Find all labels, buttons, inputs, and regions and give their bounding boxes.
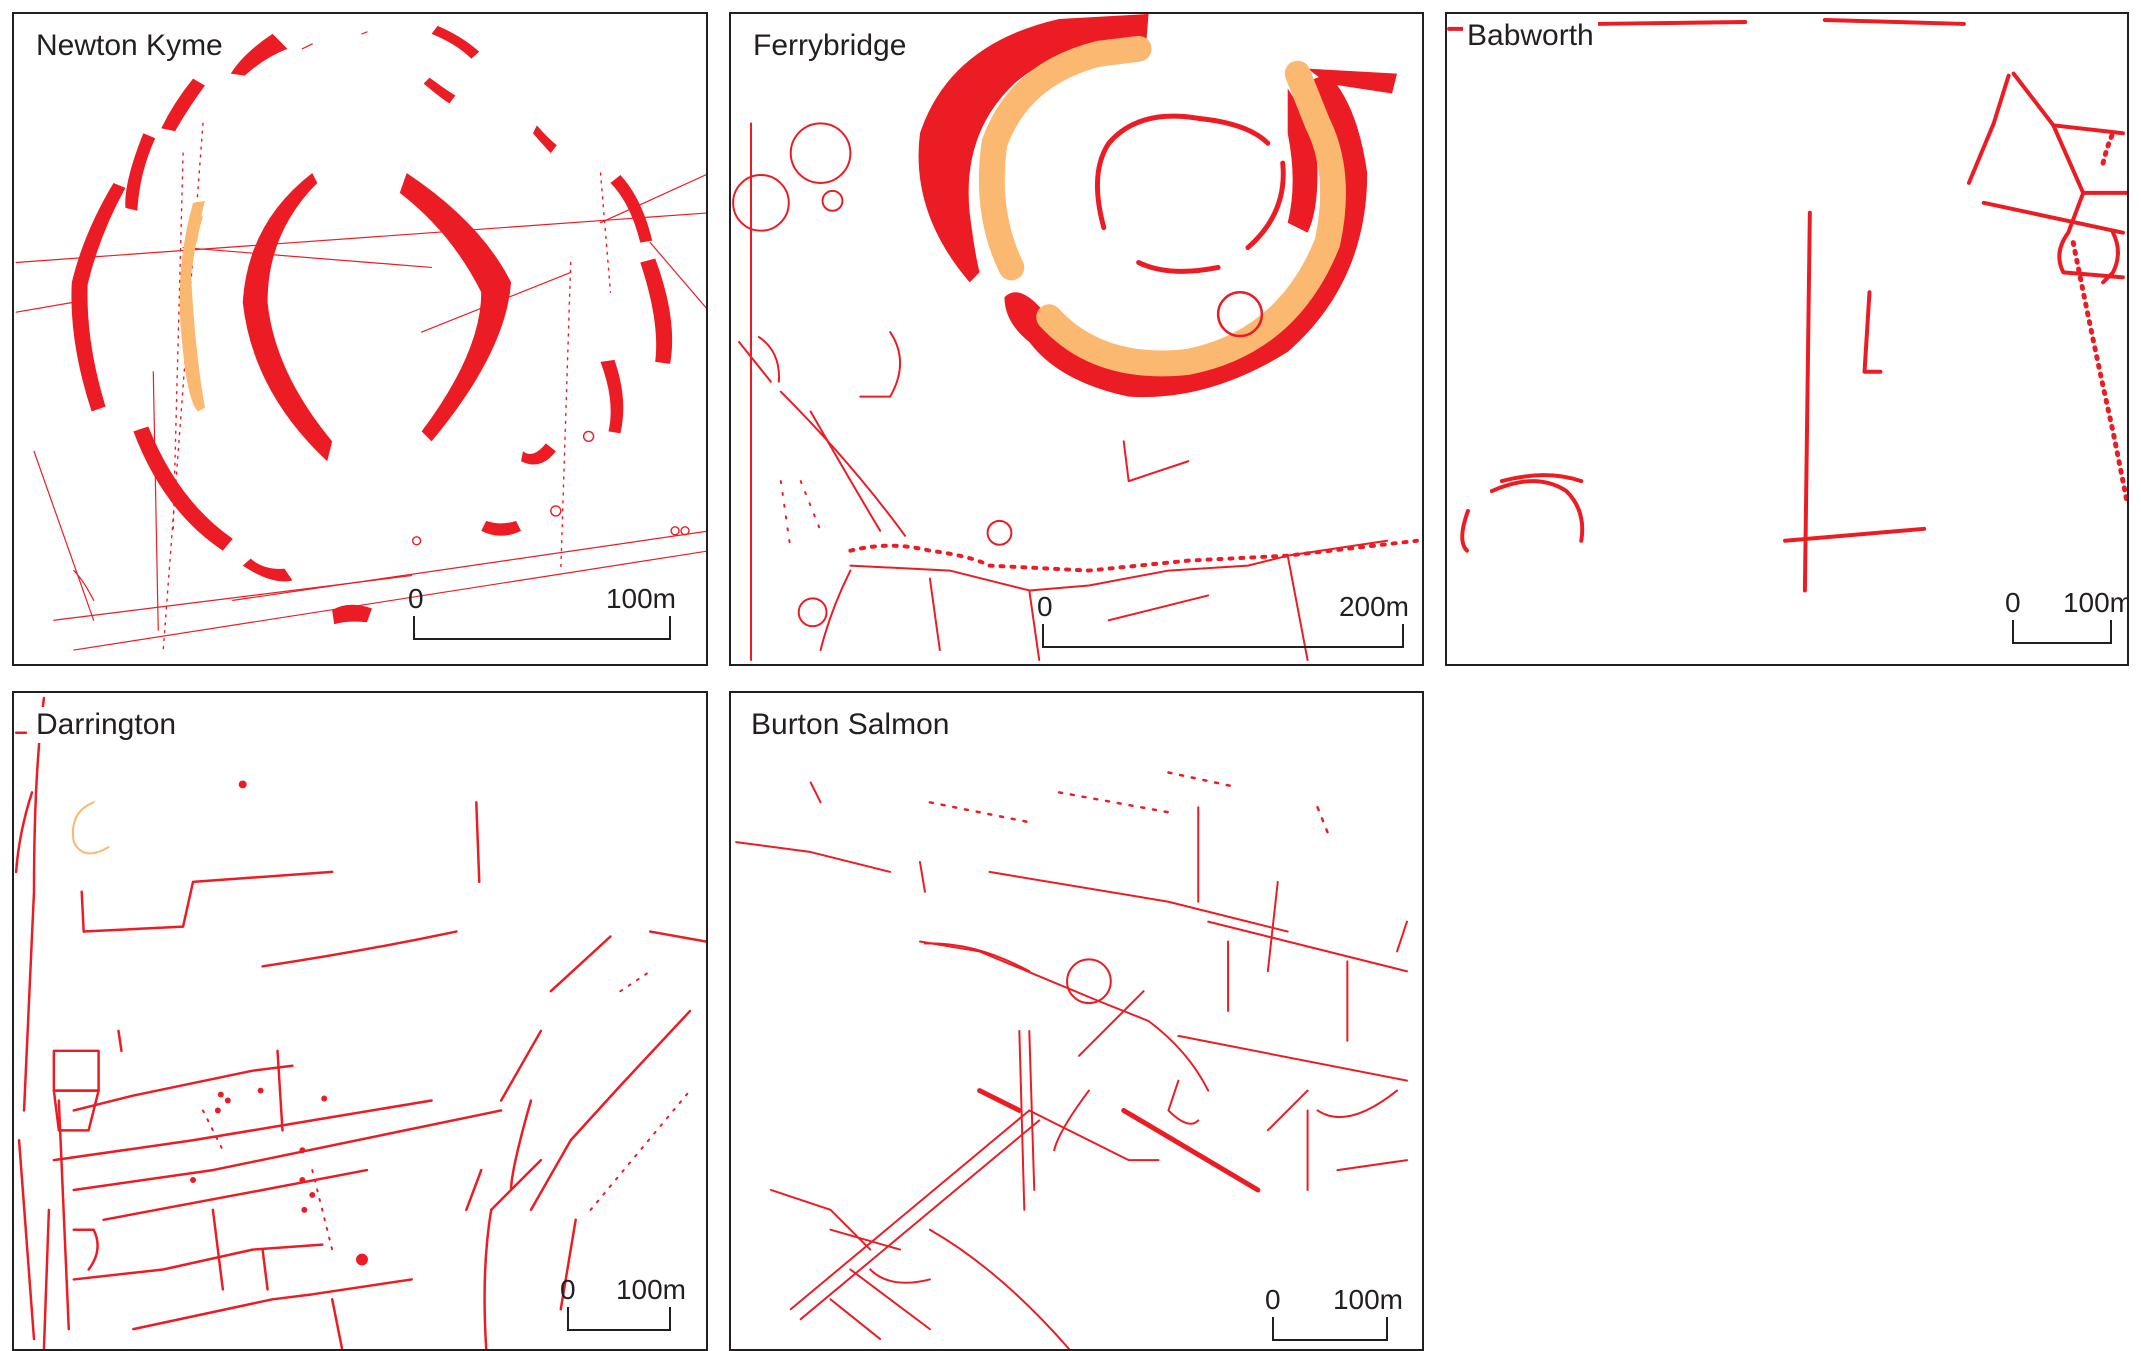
scale-zero-label: 0 [1037, 591, 1053, 622]
panel-darrington: Darrington 0 100m [12, 691, 708, 1351]
scale-bar-line [2012, 620, 2112, 644]
scale-zero-label: 0 [1265, 1284, 1281, 1315]
ferrybridge-map [732, 14, 1419, 662]
scale-zero-label: 0 [2005, 587, 2021, 618]
panel-babworth: Babworth 0 100m [1445, 12, 2129, 666]
scale-bar-babworth: 0 100m [2005, 588, 2127, 656]
panel-title-babworth: Babworth [1463, 18, 1598, 54]
panel-title-newton-kyme: Newton Kyme [32, 28, 227, 64]
scale-bar-darrington: 0 100m [560, 1275, 686, 1343]
scale-bar-newton-kyme: 0 100m [408, 584, 676, 652]
scale-bar-line [1272, 1317, 1388, 1341]
scale-bar-line [413, 616, 671, 640]
scale-bar-ferrybridge: 0 200m [1037, 592, 1409, 660]
panel-ferrybridge: Ferrybridge 0 200m [729, 12, 1424, 666]
panel-burton-salmon: Burton Salmon 0 100m [729, 691, 1424, 1351]
panel-title-burton-salmon: Burton Salmon [747, 707, 954, 743]
panel-title-darrington: Darrington [32, 707, 181, 743]
panel-newton-kyme: Newton Kyme 0 100m [12, 12, 708, 666]
newton-kyme-map [15, 25, 706, 651]
babworth-map [1447, 17, 2127, 593]
scale-distance-label: 100m [2062, 587, 2129, 618]
burton-salmon-map [735, 771, 1408, 1349]
scale-distance-label: 200m [1338, 591, 1409, 622]
scale-distance-label: 100m [1332, 1284, 1403, 1315]
scale-bar-line [567, 1307, 671, 1331]
panel-title-ferrybridge: Ferrybridge [749, 28, 911, 64]
scale-zero-label: 0 [560, 1274, 576, 1305]
scale-bar-line [1042, 624, 1404, 648]
scale-bar-burton-salmon: 0 100m [1265, 1285, 1403, 1349]
scale-distance-label: 100m [605, 583, 676, 614]
scale-zero-label: 0 [408, 583, 424, 614]
scale-distance-label: 100m [615, 1274, 686, 1305]
darrington-map [14, 696, 706, 1349]
